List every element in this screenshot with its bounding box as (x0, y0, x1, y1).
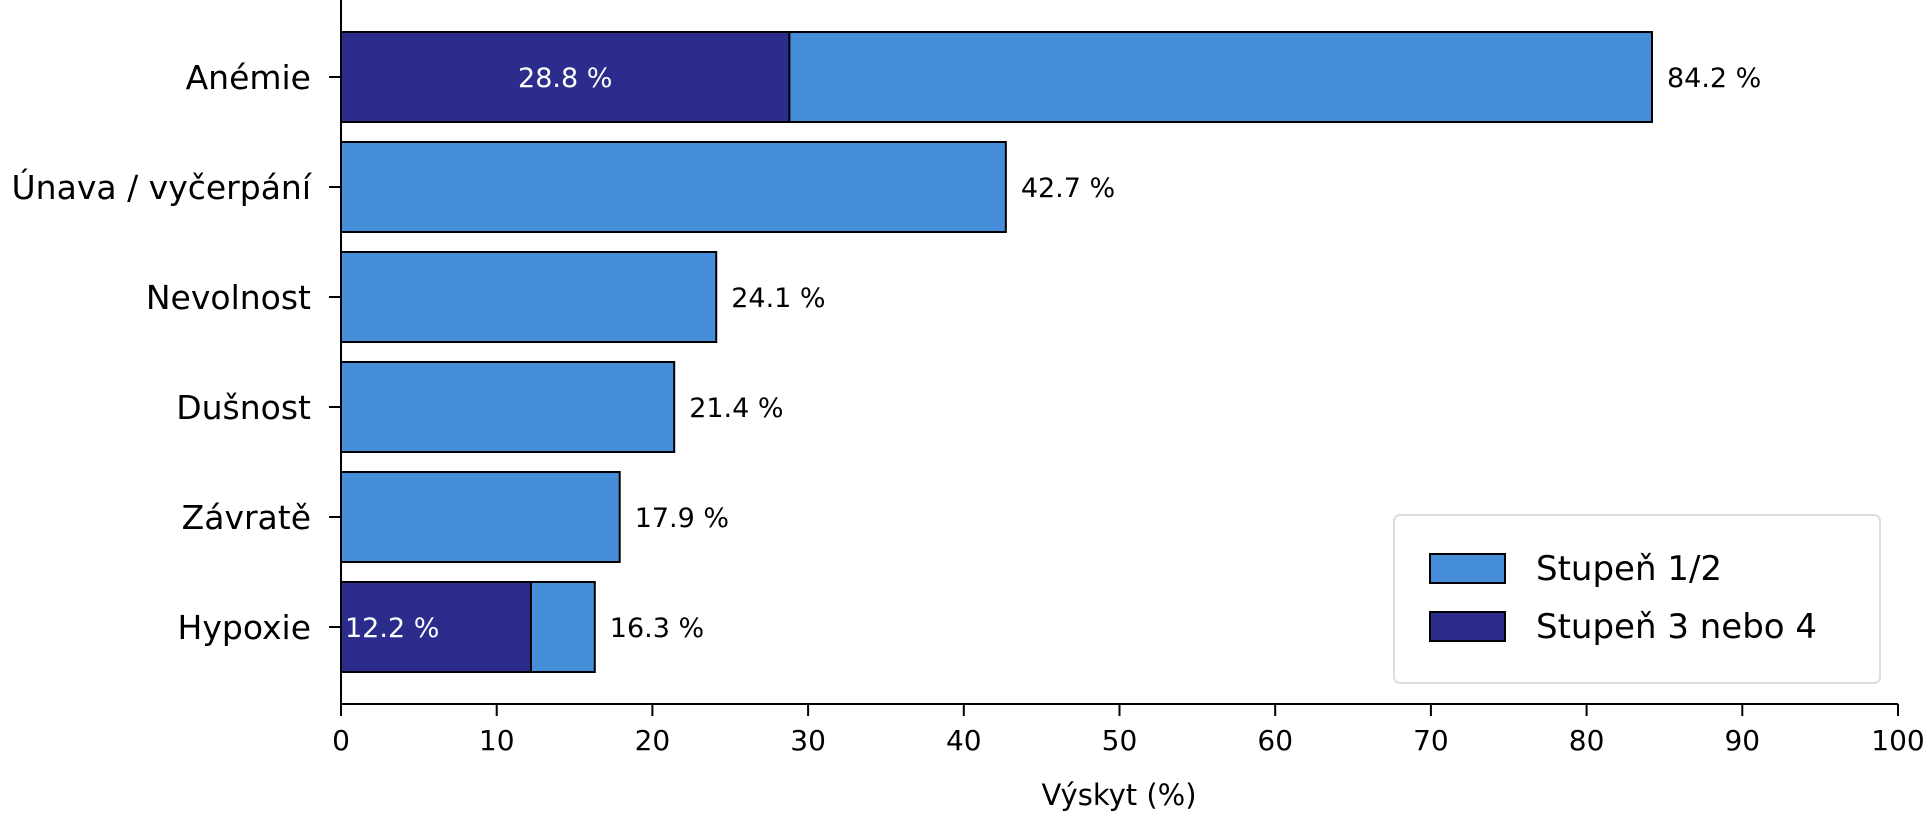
bar-grade-1-2-5 (529, 581, 596, 673)
axes-layer: Anémie Únava / vyčerpání Nevolnost Dušnost Z… (12, 0, 1925, 757)
legend-swatch-0 (1429, 553, 1506, 584)
inner-label-0: 28.8 % (518, 63, 612, 94)
total-label-5: 16.3 % (610, 613, 704, 644)
x-tick-label-2: 20 (635, 724, 671, 757)
legend-label-1: Stupeň 3 nebo 4 (1536, 607, 1817, 647)
x-tick-label-8: 80 (1569, 724, 1605, 757)
bar-grade-1-2-4 (340, 471, 621, 563)
labels-layer: 84.2 % 28.8 % 42.7 % 24.1 % 21.4 % 17.9 % 16.3… (345, 63, 1761, 644)
bar-grade-3-4-0 (340, 31, 791, 123)
x-axis-title: Výskyt (%) (1041, 778, 1196, 812)
x-tick-label-7: 70 (1413, 724, 1449, 757)
bar-grade-1-2-3 (340, 361, 676, 453)
x-tick-label-1: 10 (479, 724, 515, 757)
bar-grade-3-4-5 (340, 581, 532, 673)
category-label-0: Anémie (186, 58, 311, 97)
x-tick-label-4: 40 (946, 724, 982, 757)
legend-label-0: Stupeň 1/2 (1536, 549, 1722, 589)
category-label-2: Nevolnost (146, 278, 311, 317)
legend: Stupeň 1/2 Stupeň 3 nebo 4 (1393, 514, 1881, 684)
total-label-0: 84.2 % (1667, 63, 1761, 94)
category-label-1: Únava / vyčerpání (12, 167, 313, 207)
bar-grade-1-2-0 (788, 31, 1653, 123)
x-tick-label-9: 90 (1724, 724, 1760, 757)
bar-grade-1-2-2 (340, 251, 718, 343)
x-tick-label-6: 60 (1257, 724, 1293, 757)
total-label-3: 21.4 % (689, 393, 783, 424)
legend-swatch-1 (1429, 611, 1506, 642)
total-label-1: 42.7 % (1021, 173, 1115, 204)
x-tick-label-5: 50 (1102, 724, 1138, 757)
total-label-4: 17.9 % (635, 503, 729, 534)
x-tick-label-0: 0 (332, 724, 350, 757)
x-tick-label-3: 30 (790, 724, 826, 757)
category-label-4: Závratě (182, 498, 311, 537)
legend-box (1393, 514, 1881, 684)
category-label-5: Hypoxie (178, 608, 311, 647)
bar-grade-1-2-1 (340, 141, 1007, 233)
x-tick-label-10: 100 (1871, 724, 1924, 757)
inner-label-5: 12.2 % (345, 613, 439, 644)
category-label-3: Dušnost (176, 388, 311, 427)
total-label-2: 24.1 % (731, 283, 825, 314)
bars-layer (340, 31, 1653, 673)
